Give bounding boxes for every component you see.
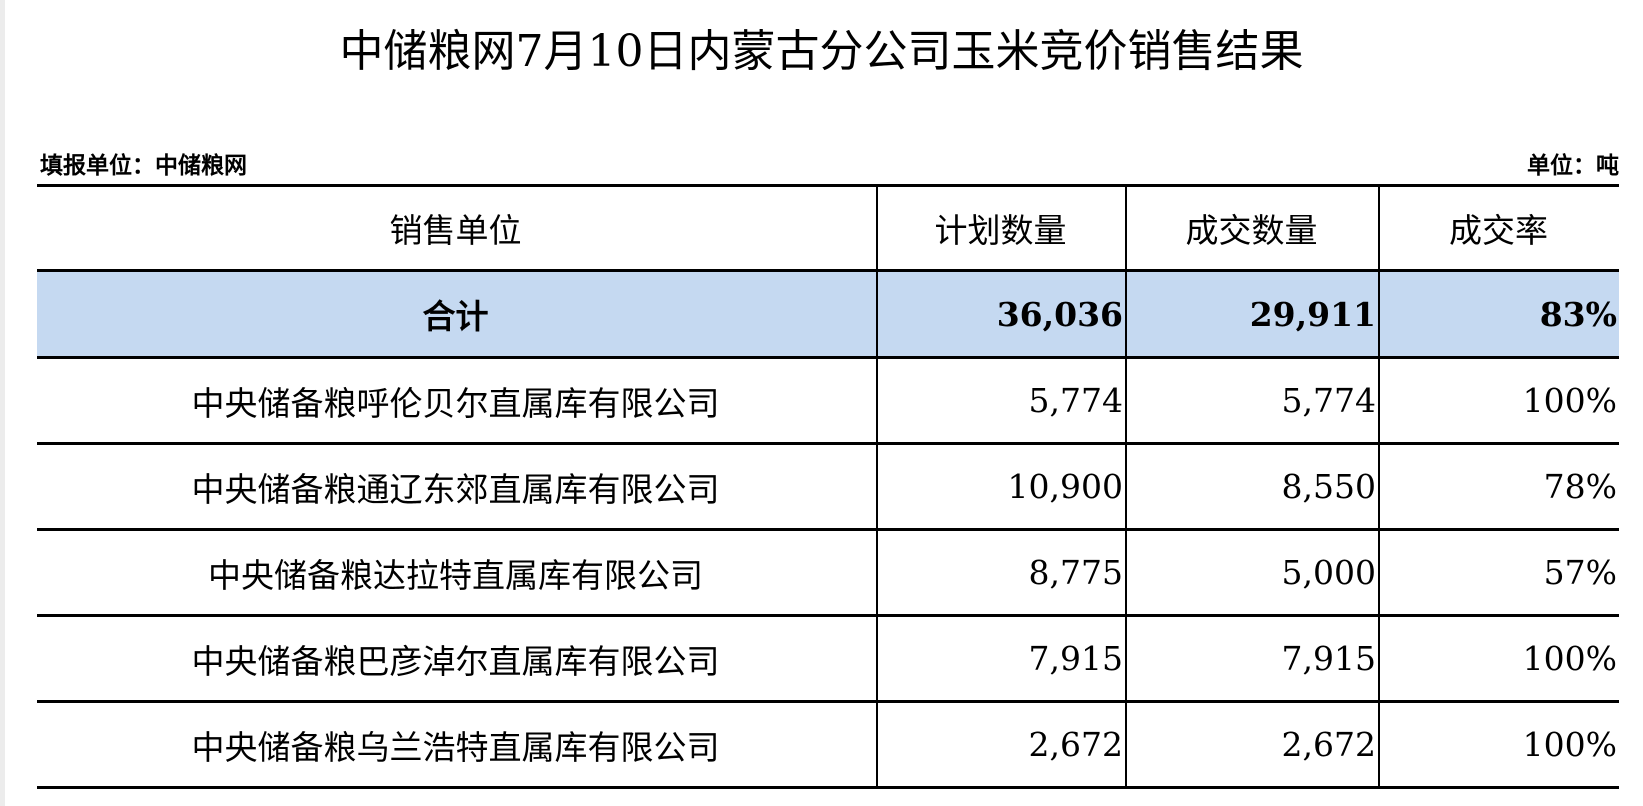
planned-qty: 2,672 [876,700,1126,789]
table-row: 中央储备粮呼伦贝尔直属库有限公司 5,774 5,774 100% [37,356,1619,445]
planned-qty: 7,915 [876,614,1126,703]
header-planned: 计划数量 [876,184,1126,272]
header-rate: 成交率 [1378,184,1619,272]
deal-rate: 100% [1378,700,1619,789]
total-label: 合计 [37,269,877,359]
sold-qty: 2,672 [1125,700,1379,789]
left-edge [0,0,5,806]
header-sales-unit: 销售单位 [37,184,877,272]
header-sold: 成交数量 [1125,184,1379,272]
deal-rate: 78% [1378,442,1619,531]
page-title: 中储粮网7月10日内蒙古分公司玉米竞价销售结果 [339,26,1304,77]
sold-qty: 8,550 [1125,442,1379,531]
sales-unit: 中央储备粮巴彦淖尔直属库有限公司 [37,614,877,703]
deal-rate: 100% [1378,356,1619,445]
table-row: 中央储备粮巴彦淖尔直属库有限公司 7,915 7,915 100% [37,614,1619,703]
planned-qty: 5,774 [876,356,1126,445]
sales-unit: 中央储备粮呼伦贝尔直属库有限公司 [37,356,877,445]
total-row: 合计 36,036 29,911 83% [37,269,1619,359]
total-rate: 83% [1378,269,1619,359]
table-row: 中央储备粮达拉特直属库有限公司 8,775 5,000 57% [37,528,1619,617]
sold-qty: 7,915 [1125,614,1379,703]
table-header-row: 销售单位 计划数量 成交数量 成交率 [37,184,1619,272]
sales-unit: 中央储备粮达拉特直属库有限公司 [37,528,877,617]
reporting-unit: 填报单位：中储粮网 [40,152,247,179]
table-row: 中央储备粮通辽东郊直属库有限公司 10,900 8,550 78% [37,442,1619,531]
planned-qty: 10,900 [876,442,1126,531]
sold-qty: 5,774 [1125,356,1379,445]
planned-qty: 8,775 [876,528,1126,617]
sales-unit: 中央储备粮乌兰浩特直属库有限公司 [37,700,877,789]
deal-rate: 100% [1378,614,1619,703]
sold-qty: 5,000 [1125,528,1379,617]
total-sold: 29,911 [1125,269,1379,359]
deal-rate: 57% [1378,528,1619,617]
measurement-unit: 单位：吨 [1527,152,1619,179]
results-table: 销售单位 计划数量 成交数量 成交率 合计 36,036 29,911 83% … [37,184,1619,789]
sales-unit: 中央储备粮通辽东郊直属库有限公司 [37,442,877,531]
table-row: 中央储备粮乌兰浩特直属库有限公司 2,672 2,672 100% [37,700,1619,789]
total-planned: 36,036 [876,269,1126,359]
